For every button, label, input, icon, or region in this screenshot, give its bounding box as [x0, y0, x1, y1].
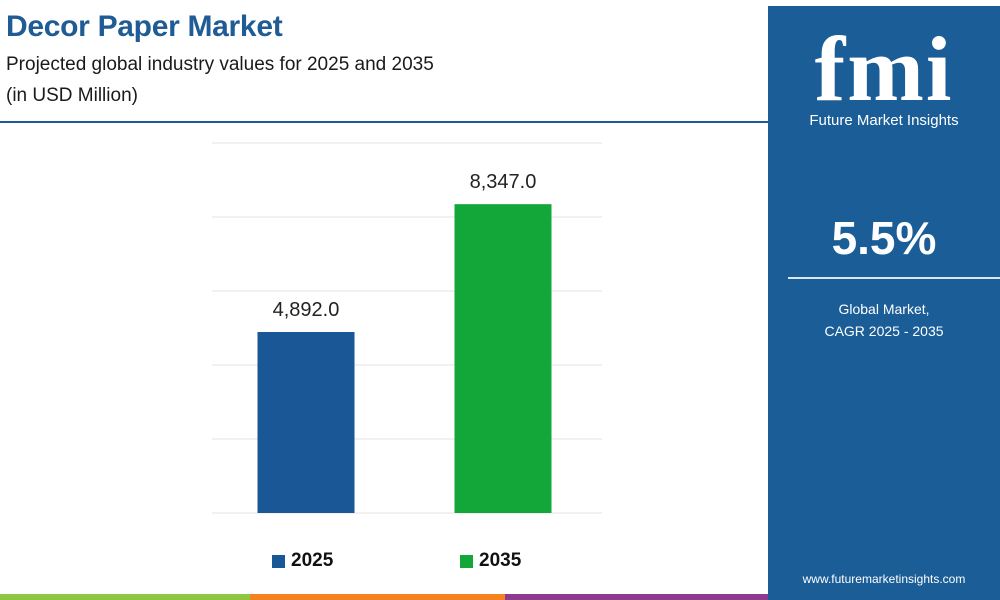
- legend-swatch-2035: [460, 554, 473, 568]
- logo-caption: Future Market Insights: [809, 112, 959, 129]
- cagr-description: Global Market, CAGR 2025 - 2035: [768, 298, 1000, 342]
- side-panel: fmi Future Market Insights 5.5% Global M…: [768, 6, 1000, 600]
- page-subtitle: Projected global industry values for 202…: [6, 54, 434, 75]
- bar-chart: 4,892.0 8,347.0: [212, 142, 602, 514]
- website-link[interactable]: www.futuremarketinsights.com: [802, 572, 966, 586]
- fmi-logo: fmi Future Market Insights: [768, 18, 1000, 129]
- header-divider: [0, 121, 768, 123]
- panel-divider: [788, 277, 1000, 279]
- data-label-2035: 8,347.0: [470, 171, 537, 193]
- legend-item-2035: 2035: [460, 550, 521, 572]
- data-label-2025: 4,892.0: [273, 299, 340, 321]
- unit-label: (in USD Million): [6, 85, 138, 106]
- logo-wordmark: fmi: [814, 18, 954, 120]
- bar-2035: [454, 204, 552, 513]
- cagr-value: 5.5%: [831, 212, 937, 264]
- footer-bar-green: [0, 594, 250, 600]
- bar-2025: [257, 331, 355, 513]
- legend-label-2035: 2035: [479, 550, 522, 571]
- page-title: Decor Paper Market: [6, 10, 283, 43]
- legend-swatch-2025: [272, 554, 285, 568]
- legend-item-2025: 2025: [272, 550, 333, 572]
- footer-bar-purple: [505, 594, 768, 600]
- footer-bar-orange: [250, 594, 505, 600]
- cagr-line-2: CAGR 2025 - 2035: [824, 323, 944, 339]
- cagr-line-1: Global Market,: [838, 301, 930, 317]
- legend-label-2025: 2025: [291, 550, 334, 571]
